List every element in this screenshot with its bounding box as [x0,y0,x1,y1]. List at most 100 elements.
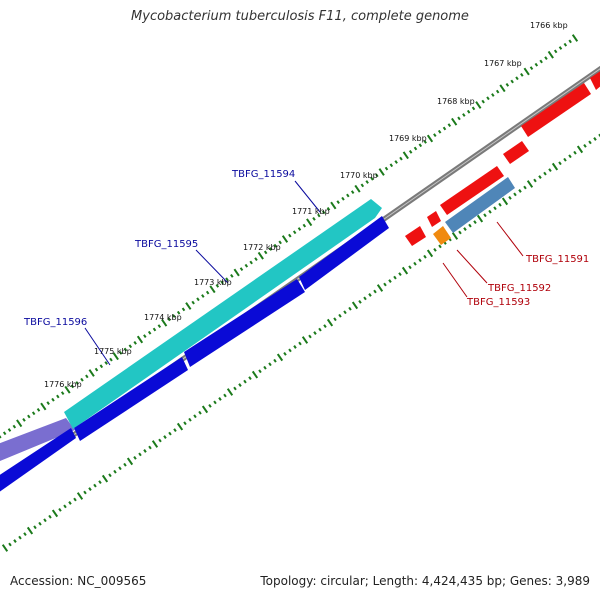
minor-tick [365,180,369,184]
gene-label-11596[interactable]: TBFG_11596 [23,317,87,328]
major-tick [101,474,109,483]
gene-steel[interactable] [445,177,515,233]
minor-tick [375,173,379,178]
major-tick [88,369,95,377]
minor-tick [563,157,567,162]
major-tick [301,336,309,344]
minor-tick [278,240,282,245]
minor-tick [336,200,340,205]
gene-label-11591[interactable]: TBFG_11591 [525,254,589,265]
minor-tick [341,196,345,201]
minor-tick [118,466,122,471]
scale-labels: 1766 kbp 1767 kbp 1768 kbp 1769 kbp 1770… [44,21,568,389]
gene-red-2[interactable] [427,211,441,227]
minor-tick [293,345,297,349]
minor-tick [368,293,372,297]
minor-tick [493,206,497,211]
minor-tick [7,428,12,432]
minor-tick [188,417,192,422]
minor-tick [360,183,365,188]
minor-tick [36,407,41,412]
major-tick [209,285,216,294]
major-tick [40,402,47,411]
minor-tick [563,42,568,47]
gene-blue-1[interactable] [0,428,76,495]
major-tick [151,440,159,448]
minor-tick [167,317,171,322]
minor-tick [88,487,92,491]
scale-label: 1775 kbp [94,347,132,356]
tick-ring-inner [1,133,600,552]
major-tick [76,492,84,500]
minor-tick [56,394,60,399]
major-tick [526,180,534,188]
minor-tick [308,334,312,339]
minor-tick [268,247,273,251]
minor-tick [198,410,202,415]
minor-tick [370,176,374,181]
minor-tick [238,383,242,387]
minor-tick [473,220,477,225]
gene-label-11594[interactable]: TBFG_11594 [231,169,295,180]
minor-tick [248,376,252,381]
major-tick [351,301,359,310]
gene-label-11595[interactable]: TBFG_11595 [134,239,198,250]
minor-tick [326,206,331,211]
gene-red-5[interactable] [521,83,591,137]
major-tick [185,302,192,310]
gene-blue-2[interactable] [74,357,188,441]
minor-tick [138,452,142,457]
minor-tick [437,129,442,134]
minor-tick [128,344,133,349]
gene-red-1[interactable] [405,226,426,246]
gene-teal-long[interactable] [64,199,382,429]
gene-orange[interactable] [433,226,451,245]
minor-tick [543,171,547,176]
major-tick [402,151,409,160]
minor-tick [413,146,418,151]
scale-label: 1770 kbp [340,171,378,180]
major-tick [426,134,434,143]
minor-tick [168,431,172,436]
gene-red-3[interactable] [440,166,504,215]
minor-tick [143,449,147,453]
minor-tick [394,160,398,164]
accession-label: Accession: NC_009565 [10,574,147,588]
minor-tick [85,374,89,379]
minor-tick [94,367,99,372]
minor-tick [93,483,97,488]
minor-tick [2,431,7,436]
minor-tick [193,414,197,419]
minor-tick [463,227,467,231]
major-tick [426,249,434,258]
gene-red-6[interactable] [590,68,600,90]
major-tick [451,232,459,240]
minor-tick [539,59,543,64]
minor-tick [568,39,572,44]
minor-tick [83,490,87,495]
minor-tick [60,391,65,395]
major-tick [571,34,579,42]
minor-tick [418,258,422,263]
minor-tick [273,358,277,363]
gene-red-4[interactable] [503,141,529,164]
minor-tick [22,418,26,422]
minor-tick [442,126,447,131]
gene-label-11593[interactable]: TBFG_11593 [466,297,530,308]
gene-lavender[interactable] [0,418,75,463]
minor-tick [297,227,302,231]
minor-tick [583,143,587,148]
minor-tick [418,143,423,148]
minor-tick [73,497,77,502]
minor-tick [433,247,437,252]
minor-tick [201,294,205,298]
minor-tick [438,244,442,249]
minor-tick [373,289,377,294]
gene-label-11592[interactable]: TBFG_11592 [487,283,551,294]
minor-tick [358,299,362,304]
gene-blue-3[interactable] [184,279,305,367]
gene-blue-4[interactable] [299,216,389,290]
minor-tick [12,424,17,429]
